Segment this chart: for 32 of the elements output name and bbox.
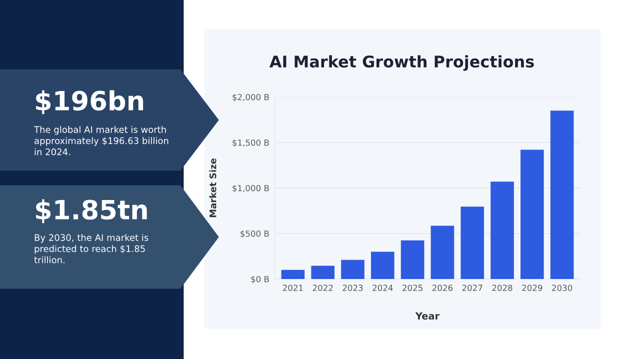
bar: [430, 226, 454, 279]
x-tick-label: 2022: [312, 284, 333, 292]
x-tick-label: 2024: [372, 284, 393, 292]
y-tick-label: $0 B: [251, 276, 269, 284]
bar: [550, 110, 574, 279]
bar: [341, 260, 364, 279]
bar: [370, 252, 394, 279]
bar: [460, 206, 484, 279]
x-tick-label: 2026: [432, 284, 453, 292]
y-tick-label: $2,000 B: [232, 94, 269, 102]
x-tick-label: 2021: [282, 284, 303, 292]
x-axis-title: Year: [415, 312, 440, 320]
x-tick-label: 2030: [552, 284, 572, 292]
bar: [281, 270, 305, 279]
text: The global AI market is worth approximately $196.63 billion in 2024.: [34, 126, 168, 156]
bar: [400, 240, 424, 279]
x-tick-label: 2025: [402, 284, 422, 292]
y-tick-label: $500 B: [240, 230, 269, 238]
y-tick-label: $1,500 B: [232, 139, 269, 147]
bar: [490, 182, 514, 279]
x-tick-label: 2029: [522, 284, 542, 292]
bar: [520, 150, 544, 279]
x-tick-label: 2023: [342, 284, 363, 292]
bar: [311, 266, 335, 279]
chart-title: AI Market Growth Projections: [269, 55, 534, 71]
text: $196bn: [36, 90, 144, 114]
y-tick-label: $1,000 B: [232, 184, 269, 192]
y-axis-title: Market Size: [209, 158, 216, 218]
x-tick-label: 2028: [492, 284, 512, 292]
text: $1.85tn: [36, 199, 147, 224]
text: By 2030, the AI market is predicted to reach $1.85 trillion.: [34, 234, 148, 264]
x-tick-label: 2027: [462, 284, 482, 292]
